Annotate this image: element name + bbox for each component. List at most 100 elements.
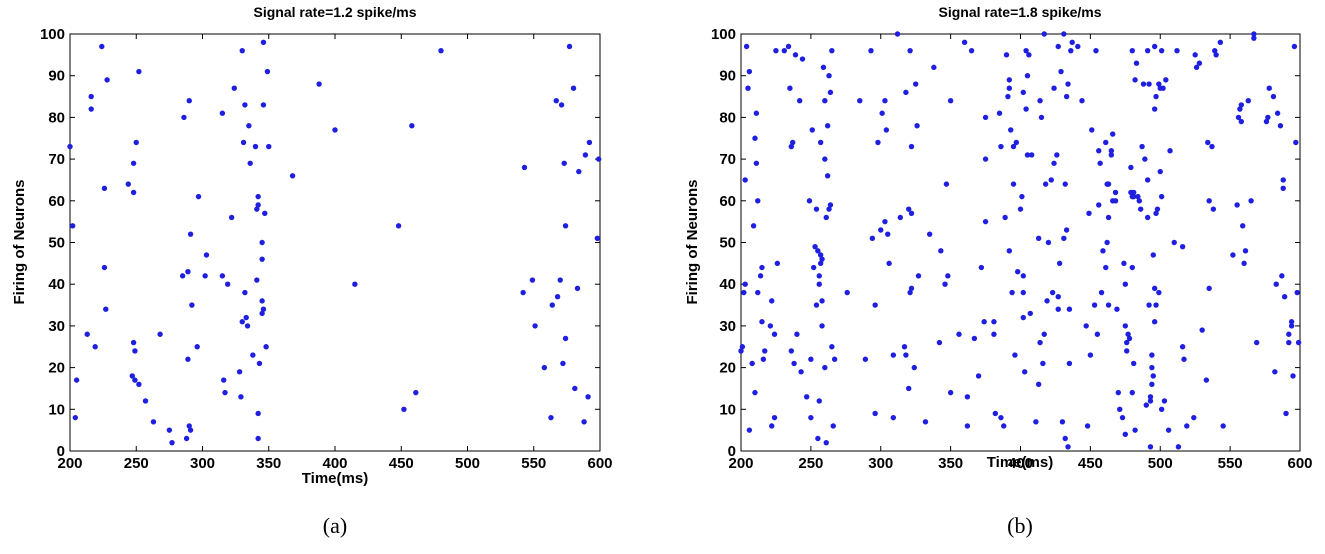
- spike-point-b: [1033, 419, 1039, 425]
- spike-point-b: [1153, 93, 1159, 100]
- spike-point-b: [890, 352, 897, 358]
- chart-title-b: Signal rate=1.8 spike/ms: [938, 4, 1101, 20]
- spike-point-a: [574, 285, 581, 292]
- y-tick-label: 50: [719, 235, 736, 252]
- spike-point-b: [1192, 52, 1198, 58]
- spike-point-a: [88, 93, 94, 100]
- spike-point-b: [829, 344, 835, 350]
- spike-point-b: [1205, 139, 1211, 146]
- spike-point-b: [1065, 444, 1071, 450]
- spike-point-b: [1112, 189, 1119, 196]
- spike-point-b: [1038, 114, 1045, 121]
- y-tick-label: 0: [57, 443, 65, 460]
- spike-point-b: [1238, 118, 1245, 125]
- x-tick-label: 250: [798, 455, 823, 472]
- spike-point-b: [746, 68, 753, 75]
- x-tick-label: 550: [1218, 455, 1243, 472]
- spike-point-a: [73, 377, 80, 383]
- spike-point-a: [586, 139, 593, 146]
- spike-point-a: [104, 77, 110, 83]
- x-tick-label: 300: [190, 455, 215, 472]
- spike-point-b: [1179, 243, 1186, 250]
- spike-point-b: [827, 89, 834, 96]
- spike-point-b: [1130, 189, 1137, 196]
- spike-point-b: [908, 143, 915, 150]
- spike-point-b: [1028, 152, 1035, 158]
- spike-point-b: [1020, 314, 1026, 321]
- spike-point-b: [1114, 306, 1120, 312]
- spike-point-b: [938, 248, 944, 254]
- spike-point-b: [982, 114, 989, 121]
- spike-point-b: [1061, 235, 1067, 242]
- spike-point-a: [189, 302, 195, 308]
- spike-point-a: [252, 143, 259, 150]
- spike-point-a: [166, 427, 173, 433]
- spike-point-a: [244, 323, 251, 329]
- x-tick-label: 500: [455, 455, 480, 472]
- spike-point-b: [1184, 423, 1190, 429]
- spike-point-b: [1040, 360, 1046, 367]
- spike-point-b: [914, 123, 920, 129]
- spike-point-a: [101, 264, 108, 271]
- spike-point-a: [549, 302, 555, 308]
- spike-point-b: [1041, 31, 1047, 37]
- spike-point-a: [150, 419, 157, 425]
- spike-point-b: [1054, 152, 1060, 158]
- spike-point-b: [956, 331, 962, 337]
- spike-point-a: [236, 369, 243, 375]
- spike-point-b: [817, 260, 824, 267]
- spike-point-a: [72, 414, 79, 421]
- spike-point-b: [961, 39, 968, 46]
- spike-point-a: [101, 185, 108, 191]
- spike-point-b: [1220, 423, 1226, 429]
- spike-point-b: [1079, 98, 1085, 104]
- y-tick-label: 100: [40, 26, 65, 43]
- spike-point-b: [827, 202, 834, 208]
- spike-point-b: [1147, 394, 1154, 400]
- y-tick-label: 60: [719, 193, 736, 210]
- spike-point-b: [1242, 248, 1249, 254]
- spike-point-a: [130, 160, 137, 166]
- spike-point-b: [808, 356, 814, 362]
- spike-point-b: [1021, 369, 1028, 375]
- spike-point-b: [822, 364, 828, 371]
- spike-point-b: [1265, 114, 1271, 121]
- spike-point-a: [231, 85, 237, 91]
- spike-point-b: [964, 394, 971, 400]
- spike-point-a: [157, 331, 163, 337]
- spike-point-b: [1051, 160, 1057, 166]
- spike-point-b: [819, 298, 825, 304]
- spike-point-b: [757, 273, 764, 279]
- spike-point-a: [254, 277, 260, 283]
- spike-point-b: [812, 243, 818, 250]
- spike-point-a: [228, 214, 235, 221]
- spike-point-a: [561, 160, 567, 166]
- spike-point-a: [125, 181, 131, 187]
- spike-point-b: [1263, 118, 1270, 125]
- spike-point-b: [1241, 260, 1247, 267]
- spike-point-b: [817, 252, 824, 258]
- spike-point-b: [907, 47, 913, 54]
- spike-point-a: [409, 123, 415, 129]
- spike-point-b: [790, 139, 796, 146]
- spike-point-b: [759, 319, 765, 325]
- spike-point-b: [1006, 248, 1013, 254]
- spike-point-b: [1213, 52, 1219, 58]
- spike-point-b: [882, 98, 888, 104]
- spike-point-a: [401, 406, 407, 412]
- x-tick-label: 400: [322, 455, 347, 472]
- spike-point-b: [991, 331, 997, 337]
- x-tick-label: 350: [938, 455, 963, 472]
- spike-point-b: [1087, 352, 1094, 358]
- spike-point-a: [202, 273, 208, 279]
- x-tick-label: 200: [57, 455, 82, 472]
- spike-point-a: [255, 193, 261, 200]
- spike-point-b: [1158, 47, 1165, 54]
- spike-point-a: [576, 168, 582, 175]
- spike-point-a: [557, 277, 563, 283]
- spike-point-a: [259, 298, 265, 304]
- spike-point-a: [585, 394, 591, 400]
- spike-point-b: [760, 356, 767, 362]
- spike-point-b: [1191, 414, 1197, 421]
- spike-point-b: [1129, 47, 1136, 54]
